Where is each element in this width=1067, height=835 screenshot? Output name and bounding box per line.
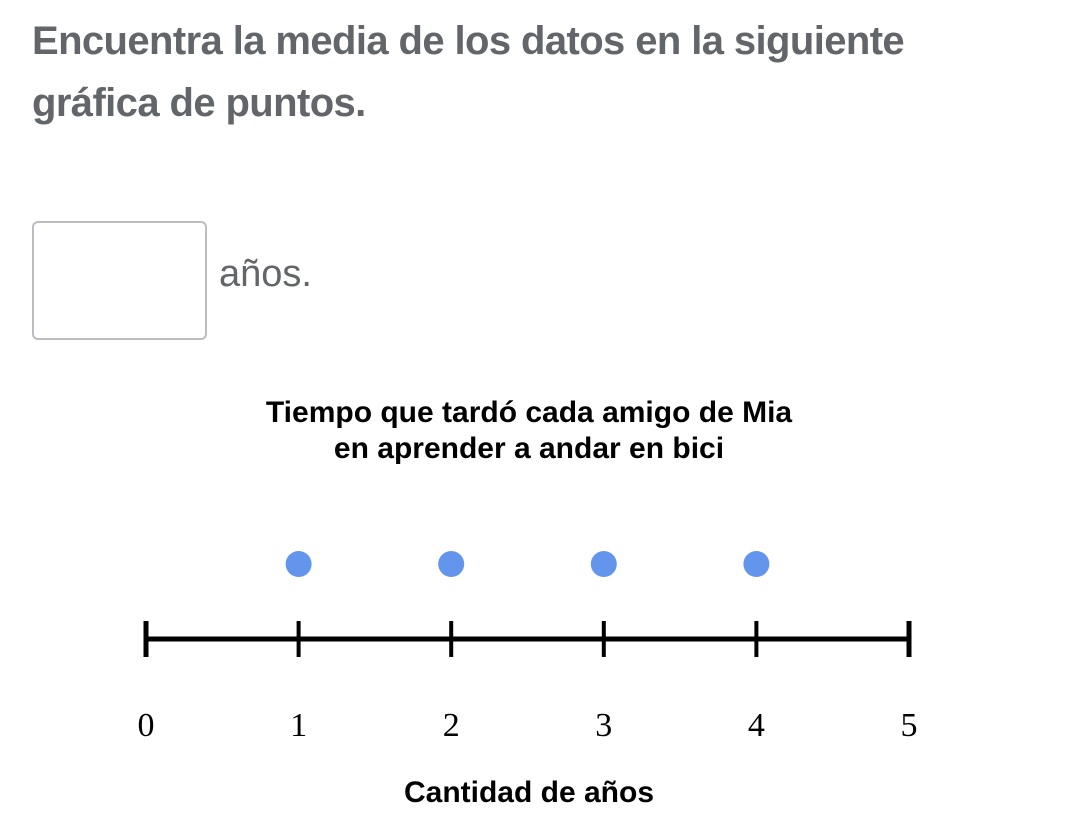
tick-label: 5 [901, 707, 918, 744]
answer-unit-label: años. [219, 253, 312, 295]
tick-label: 3 [595, 707, 612, 744]
data-dot [438, 551, 465, 577]
question-text: Encuentra la media de los datos en la si… [32, 19, 905, 125]
answer-input[interactable] [32, 221, 207, 340]
tick-label: 0 [138, 707, 155, 744]
tick-label: 1 [290, 707, 307, 744]
answer-row: años. [32, 221, 312, 340]
tick-label: 4 [748, 707, 765, 744]
data-dot [285, 551, 312, 577]
chart-title-line-2: en aprender a andar en bici [334, 432, 724, 465]
tick-label: 2 [443, 707, 460, 744]
dot-plot-chart: Tiempo que tardó cada amigo de Mia en ap… [138, 396, 918, 809]
x-axis-title: Cantidad de años [404, 776, 654, 809]
data-dot [743, 551, 770, 577]
data-dot [590, 551, 617, 577]
chart-title-line-1: Tiempo que tardó cada amigo de Mia [266, 396, 793, 429]
dots-layer [285, 551, 770, 577]
ticks-layer [143, 621, 912, 657]
tick-labels-layer: 0 1 2 3 4 5 [138, 707, 918, 744]
